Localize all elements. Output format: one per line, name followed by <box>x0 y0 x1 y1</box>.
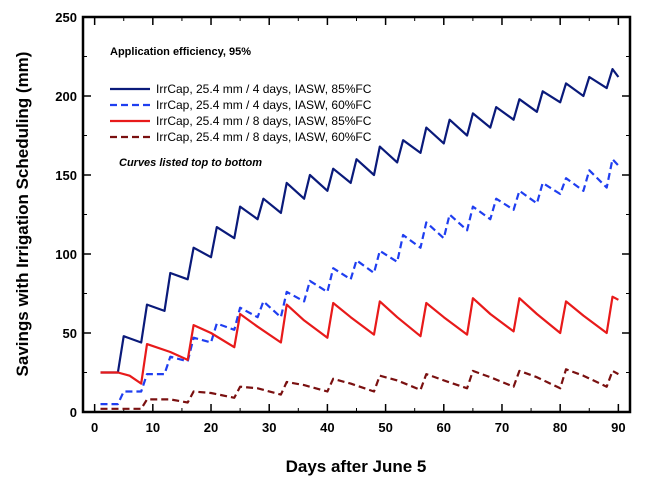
annotation-curves-order: Curves listed top to bottom <box>119 157 262 169</box>
x-axis-title: Days after June 5 <box>286 457 427 476</box>
x-tick-label: 50 <box>378 420 392 435</box>
series-line-2 <box>100 158 620 406</box>
legend-label-3: IrrCap, 25.4 mm / 8 days, IASW, 85%FC <box>156 114 372 128</box>
series-line-3 <box>100 295 619 385</box>
legend: IrrCap, 25.4 mm / 4 days, IASW, 85%FC Irr… <box>110 82 372 144</box>
ticks: 0 10 20 30 40 50 60 70 80 90 0 50 100 150 200 250 <box>55 10 630 435</box>
series-layer <box>100 67 620 410</box>
series-line-4 <box>100 368 619 410</box>
annotation-efficiency: Application efficiency, 95% <box>110 46 251 58</box>
x-tick-label: 70 <box>495 420 509 435</box>
plot-frame <box>81 15 632 414</box>
y-tick-label: 0 <box>70 405 77 420</box>
x-tick-label: 40 <box>320 420 334 435</box>
y-tick-label: 100 <box>55 247 77 262</box>
x-tick-label: 60 <box>437 420 451 435</box>
x-tick-label: 90 <box>611 420 625 435</box>
legend-label-4: IrrCap, 25.4 mm / 8 days, IASW, 60%FC <box>156 130 372 144</box>
y-axis-title: Savings with Irrigation Scheduling (mm) <box>13 52 32 377</box>
x-tick-label: 80 <box>553 420 567 435</box>
x-tick-label: 10 <box>146 420 160 435</box>
series-line-1 <box>100 67 620 374</box>
legend-label-2: IrrCap, 25.4 mm / 4 days, IASW, 60%FC <box>156 98 372 112</box>
y-tick-label: 150 <box>55 168 77 183</box>
x-tick-label: 30 <box>262 420 276 435</box>
y-tick-label: 50 <box>63 326 77 341</box>
y-tick-label: 200 <box>55 89 77 104</box>
x-tick-label: 20 <box>204 420 218 435</box>
y-tick-label: 250 <box>55 10 77 25</box>
x-tick-label: 0 <box>91 420 98 435</box>
legend-label-1: IrrCap, 25.4 mm / 4 days, IASW, 85%FC <box>156 82 372 96</box>
